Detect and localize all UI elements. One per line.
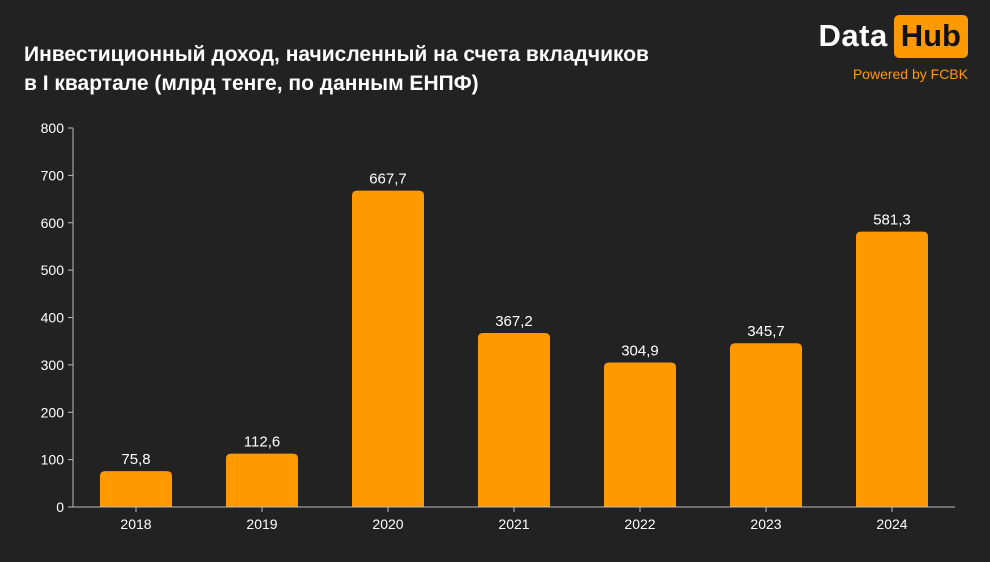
x-axis: 2018 2019 2020 2021 2022 2023 2024	[73, 506, 955, 532]
y-tick-label: 700	[41, 167, 65, 183]
powered-by-text: Powered by FCBK	[852, 66, 968, 82]
x-tick-label-2022: 2022	[624, 516, 655, 532]
chart-title: Инвестиционный доход, начисленный на сче…	[24, 40, 744, 98]
y-tick-label: 0	[56, 499, 64, 515]
value-label-2019: 112,6	[244, 434, 280, 451]
datahub-logo: Data Hub	[819, 12, 968, 60]
value-label-2021: 367,2	[495, 313, 533, 330]
y-tick-label: 200	[41, 404, 65, 420]
bar-2021	[478, 333, 550, 507]
y-tick-label: 600	[41, 215, 65, 231]
value-label-2020: 667,7	[369, 171, 407, 188]
logo-text-hub: Hub	[893, 14, 968, 58]
chart-title-line-1: Инвестиционный доход, начисленный на сче…	[24, 43, 649, 66]
x-tick-label-2021: 2021	[498, 516, 529, 532]
brand-block: Data Hub Powered by FCBK	[819, 12, 968, 82]
y-axis: 0 100 200 300 400 500 600 700 800	[41, 120, 74, 515]
y-tick-label: 100	[41, 452, 65, 468]
value-label-2018: 75,8	[121, 451, 150, 468]
value-label-2023: 345,7	[747, 323, 785, 340]
value-labels: 75,8 112,6 667,7 367,2 304,9 345,7 581,3	[121, 171, 910, 468]
logo-text-data: Data	[818, 18, 888, 53]
bar-2019	[226, 453, 298, 507]
y-tick-label: 800	[41, 120, 65, 136]
x-tick-label-2019: 2019	[246, 516, 277, 532]
x-tick-label-2020: 2020	[372, 516, 403, 532]
x-tick-label-2018: 2018	[120, 516, 151, 532]
bar-2018	[100, 471, 172, 507]
bar-2023	[730, 343, 802, 507]
bar-2024	[856, 231, 928, 507]
y-tick-label: 300	[41, 357, 65, 373]
x-tick-label-2023: 2023	[750, 516, 781, 532]
x-tick-label-2024: 2024	[876, 516, 907, 532]
bar-2020	[352, 190, 424, 507]
y-tick-label: 400	[41, 310, 65, 326]
y-tick-label: 500	[41, 262, 65, 278]
chart-title-line-2: в I квартале (млрд тенге, по данным ЕНПФ…	[24, 72, 479, 95]
bar-2022	[604, 362, 676, 507]
value-label-2022: 304,9	[621, 343, 659, 360]
value-label-2024: 581,3	[873, 212, 911, 229]
bars	[100, 190, 928, 507]
